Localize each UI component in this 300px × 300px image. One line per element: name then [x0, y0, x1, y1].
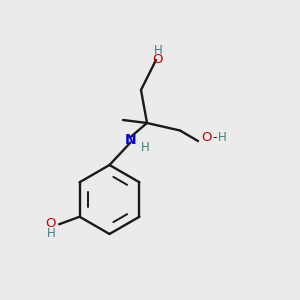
Text: O: O — [152, 53, 163, 66]
Text: O: O — [46, 217, 56, 230]
Text: H: H — [218, 131, 226, 144]
Text: H: H — [140, 141, 149, 154]
Text: H: H — [46, 227, 55, 240]
Text: N: N — [125, 133, 136, 147]
Text: -: - — [212, 131, 217, 144]
Text: H: H — [154, 44, 163, 58]
Text: O: O — [202, 131, 212, 144]
